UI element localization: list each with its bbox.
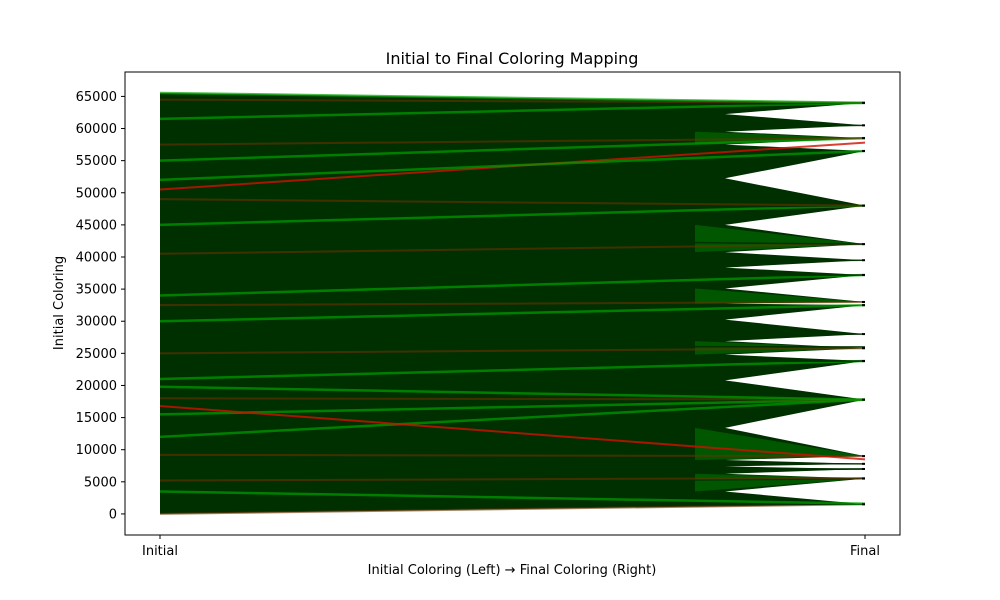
final-fan: [695, 319, 865, 342]
final-fan: [695, 178, 865, 225]
mapping-line: [159, 137, 866, 146]
mapping-line: [159, 360, 866, 364]
mapping-line: [159, 385, 866, 401]
mapping-line: [159, 198, 866, 207]
final-fan: [695, 114, 865, 132]
mapping-line: [159, 204, 866, 213]
y-tick-label: 65000: [76, 90, 117, 105]
mapping-lines: [159, 91, 866, 515]
y-tick-label: 35000: [76, 283, 117, 298]
y-tick-label: 15000: [76, 411, 117, 426]
mapping-line: [159, 501, 866, 506]
y-tick-label: 30000: [76, 315, 117, 330]
mapping-line: [159, 347, 866, 355]
final-fan: [695, 288, 865, 304]
mapping-line: [159, 149, 866, 182]
x-axis: Initial Final: [142, 535, 880, 559]
mapping-line: [159, 398, 866, 416]
mapping-line: [159, 490, 866, 505]
mapping-line: [159, 405, 866, 461]
y-tick-label: 40000: [76, 250, 117, 265]
y-tick-label: 60000: [76, 122, 117, 137]
mapping-line: [159, 136, 866, 162]
x-tick-label: Initial: [142, 544, 178, 559]
mapping-line: [159, 453, 866, 458]
y-tick-label: 5000: [84, 475, 117, 490]
mapping-line: [159, 124, 866, 133]
mapping-line: [159, 204, 866, 227]
plot-frame: [124, 71, 901, 536]
mapping-line: [159, 398, 866, 439]
final-fan: [695, 252, 865, 268]
x-tick-label: Final: [850, 544, 880, 559]
y-tick-label: 10000: [76, 443, 117, 458]
y-tick-label: 50000: [76, 186, 117, 201]
mapping-line: [159, 236, 866, 245]
mapping-line: [159, 243, 866, 255]
mapping-line: [159, 477, 866, 486]
mapping-line: [159, 101, 866, 121]
mapping-line: [159, 102, 866, 111]
chart-title: Initial to Final Coloring Mapping: [386, 49, 639, 68]
mapping-line: [159, 344, 866, 348]
mapping-line: [159, 397, 866, 401]
mapping-line: [159, 503, 866, 515]
y-axis: 0 5000 10000 15000 20000 25000 30000 35000 40000…: [76, 90, 125, 522]
mapping-line: [159, 91, 866, 105]
y-tick-label: 25000: [76, 347, 117, 362]
mapping-line: [159, 274, 866, 281]
mapping-line: [159, 359, 866, 381]
y-tick-label: 45000: [76, 218, 117, 233]
mapping-line: [159, 460, 866, 465]
mapping-line: [159, 259, 866, 268]
mapping-line: [159, 300, 866, 307]
y-axis-label: Initial Coloring: [52, 256, 67, 350]
x-axis-label: Initial Coloring (Left) → Final Coloring…: [368, 563, 657, 578]
y-tick-label: 0: [109, 507, 117, 522]
y-tick-label: 20000: [76, 379, 117, 394]
mapping-line: [159, 468, 866, 477]
mapping-line: [159, 303, 866, 323]
mapping-line: [159, 476, 866, 482]
final-fan: [695, 427, 865, 460]
mapping-line: [159, 466, 866, 470]
y-tick-label: 55000: [76, 154, 117, 169]
mapping-line: [159, 273, 866, 297]
